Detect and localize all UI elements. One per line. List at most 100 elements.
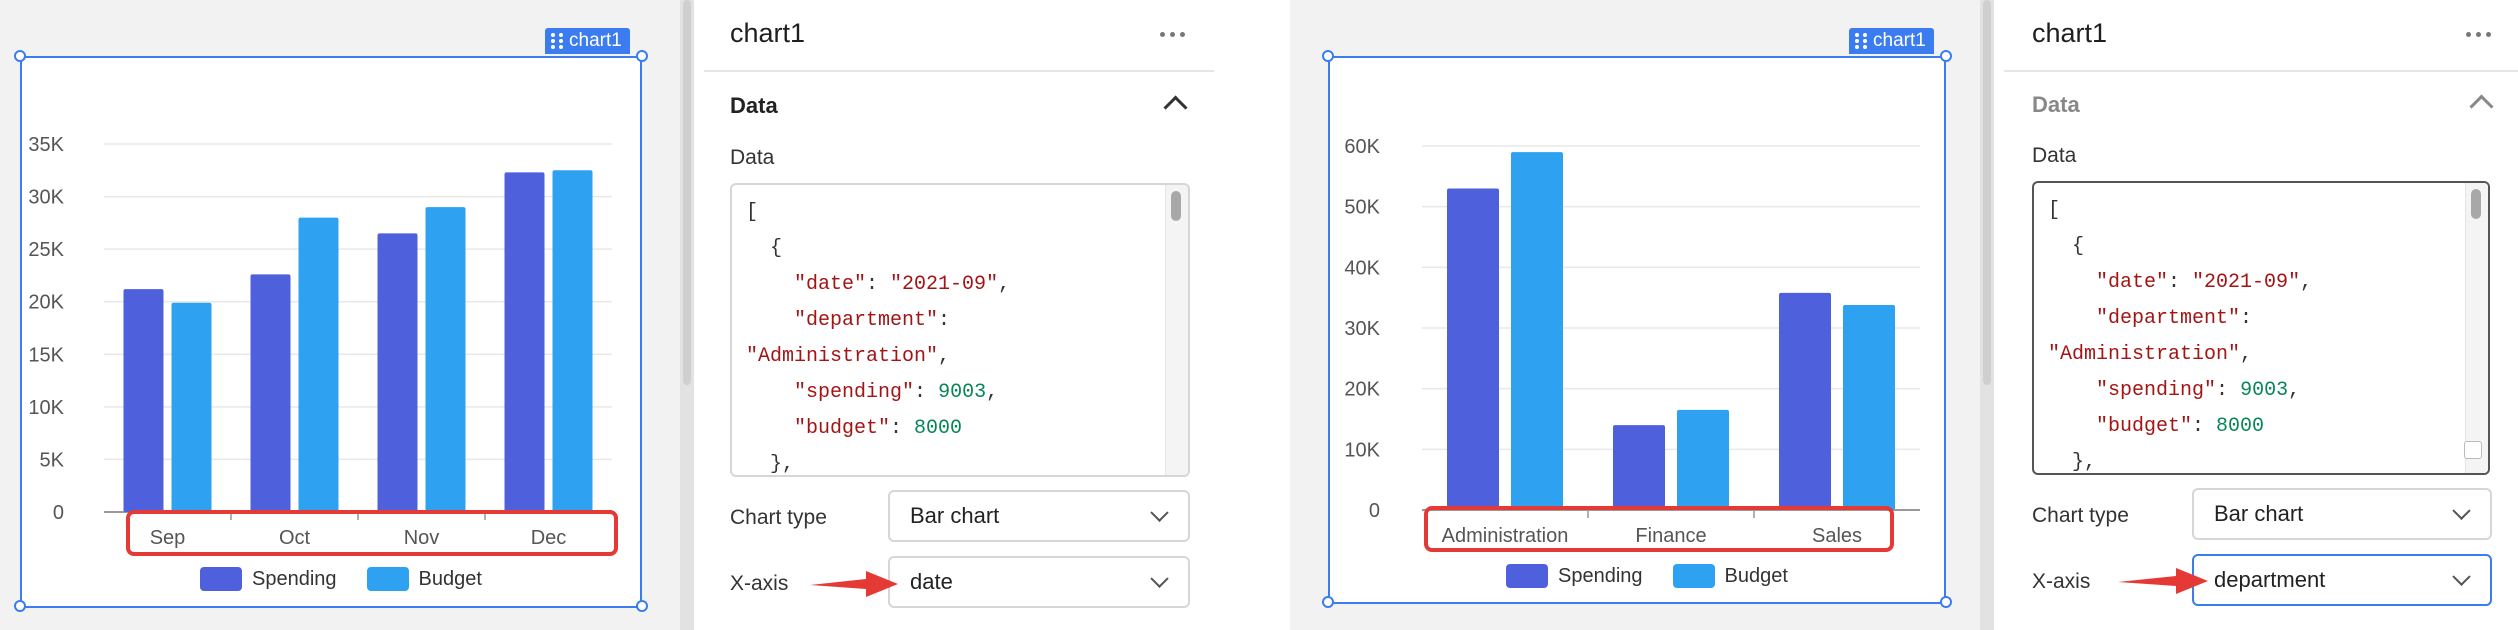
x-tick-label: Dec [531, 527, 567, 549]
section-title-data[interactable]: Data [730, 93, 778, 118]
x-tick-label: Finance [1635, 525, 1706, 547]
chart-type-select[interactable]: Bar chart [2192, 488, 2492, 540]
chevron-down-icon [2452, 501, 2471, 520]
x-axis-highlight-box [1424, 506, 1894, 552]
resize-handle-bottom-left[interactable] [1322, 596, 1334, 608]
x-tick-label: Sep [150, 527, 186, 549]
x-axis-label: X-axis [2032, 570, 2091, 593]
y-tick-label: 25K [28, 239, 64, 261]
drag-handle-icon[interactable] [1855, 33, 1867, 49]
scrollbar-thumb[interactable] [683, 0, 691, 385]
panel-divider [704, 70, 1214, 72]
legend-swatch [1672, 564, 1715, 588]
x-axis-label: X-axis [730, 572, 789, 595]
legend-item-budget[interactable]: Budget [1672, 564, 1788, 588]
y-tick-label: 0 [53, 502, 64, 524]
chart-type-value: Bar chart [910, 503, 1000, 528]
resize-handle-bottom-right[interactable] [1940, 596, 1952, 608]
chart-type-label: Chart type [2032, 504, 2129, 527]
y-tick-label: 20K [1344, 379, 1380, 401]
scrollbar-thumb[interactable] [2471, 189, 2481, 219]
bar-spending-sales[interactable] [1779, 292, 1831, 510]
bar-budget-oct[interactable] [298, 217, 339, 512]
resize-handle-bottom-left[interactable] [14, 600, 26, 612]
drag-handle-icon[interactable] [551, 33, 563, 49]
bar-budget-nov[interactable] [425, 207, 466, 513]
legend-item-spending[interactable]: Spending [1506, 564, 1643, 588]
y-tick-label: 40K [1344, 257, 1380, 279]
legend-item-spending[interactable]: Spending [200, 567, 337, 591]
x-axis-select[interactable]: department [2192, 554, 2492, 606]
y-tick-label: 10K [28, 397, 64, 419]
code-scrollbar[interactable] [2465, 183, 2488, 473]
more-options-icon[interactable] [1160, 32, 1185, 37]
chart-tag-label: chart1 [1873, 30, 1926, 51]
legend-swatch [1506, 564, 1548, 588]
property-panel-2: chart1 Data Data [ { "date": "2021-09", … [1994, 0, 2518, 630]
red-arrow-icon [2118, 568, 2208, 594]
bar-budget-sep[interactable] [171, 302, 212, 512]
legend-item-budget[interactable]: Budget [366, 567, 482, 591]
bar-budget-administration[interactable] [1511, 152, 1563, 511]
chart-component-1[interactable]: 0 5K 10K 15K 20K 25K 30K 35K Sep Oct Nov Dec [20, 56, 642, 608]
x-axis-value: department [2214, 567, 2326, 592]
scrollbar-thumb[interactable] [1171, 191, 1181, 221]
resize-handle-top-right[interactable] [636, 50, 648, 62]
resize-handle-top-left[interactable] [1322, 50, 1334, 62]
canvas-scrollbar-1[interactable] [680, 0, 694, 630]
collapse-chevron-icon[interactable] [1163, 95, 1188, 120]
bar-spending-administration[interactable] [1447, 188, 1499, 510]
data-code-editor[interactable]: [ { "date": "2021-09", "department": "Ad… [730, 183, 1190, 477]
code-scrollbar[interactable] [1165, 185, 1188, 475]
chart-type-label: Chart type [730, 506, 827, 529]
legend-swatch [366, 567, 409, 591]
legend-label: Spending [252, 567, 337, 590]
more-options-icon[interactable] [2466, 32, 2491, 37]
chart-tag-label: chart1 [569, 30, 622, 51]
collapse-chevron-icon[interactable] [2469, 94, 2494, 119]
x-tick-label: Administration [1442, 525, 1569, 547]
bar-chart-1: 0 5K 10K 15K 20K 25K 30K 35K Sep Oct Nov Dec [28, 134, 612, 549]
bar-spending-nov[interactable] [377, 233, 418, 512]
y-tick-label: 0 [1369, 500, 1380, 522]
bar-spending-sep[interactable] [123, 289, 164, 512]
resize-handle-top-left[interactable] [14, 50, 26, 62]
chart-tag-1[interactable]: chart1 [545, 28, 630, 54]
section-title-data[interactable]: Data [2032, 92, 2080, 117]
y-tick-label: 35K [28, 134, 64, 156]
chevron-down-icon [1150, 503, 1169, 522]
x-axis-select[interactable]: date [888, 556, 1190, 608]
y-tick-label: 15K [28, 344, 64, 366]
x-axis-highlight-box [126, 510, 618, 556]
resize-handle-top-right[interactable] [1940, 50, 1952, 62]
y-tick-label: 30K [28, 187, 64, 209]
resize-grip-icon[interactable] [2464, 441, 2482, 459]
canvas-scrollbar-2[interactable] [1980, 0, 1994, 630]
bar-spending-dec[interactable] [504, 172, 545, 512]
legend-label: Budget [418, 567, 482, 590]
red-arrow-icon [810, 571, 898, 597]
data-field-label: Data [2032, 144, 2077, 167]
bar-spending-oct[interactable] [250, 274, 291, 512]
property-panel-1: chart1 Data Data [ { "date": "2021-09", … [694, 0, 1214, 630]
panel-title: chart1 [2032, 18, 2108, 48]
data-code-editor[interactable]: [ { "date": "2021-09", "department": "Ad… [2032, 181, 2490, 475]
x-tick-label: Nov [404, 527, 440, 549]
bar-budget-dec[interactable] [552, 170, 593, 512]
chart-type-select[interactable]: Bar chart [888, 490, 1190, 542]
y-tick-label: 5K [40, 449, 65, 471]
legend-label: Spending [1558, 564, 1643, 587]
chart-type-value: Bar chart [2214, 501, 2304, 526]
bar-chart-2: 0 10K 20K 30K 40K 50K 60K Administration Finance… [1344, 136, 1920, 547]
bar-budget-sales[interactable] [1843, 304, 1895, 510]
x-tick-label: Sales [1812, 525, 1862, 547]
resize-handle-bottom-right[interactable] [636, 600, 648, 612]
scrollbar-thumb[interactable] [1983, 0, 1991, 385]
bar-spending-finance[interactable] [1613, 425, 1665, 510]
y-tick-label: 20K [28, 292, 64, 314]
panel-title: chart1 [730, 18, 806, 48]
bar-budget-finance[interactable] [1677, 409, 1729, 510]
y-tick-label: 60K [1344, 136, 1380, 158]
chart-legend-2: Spending Budget [1506, 564, 1788, 588]
chart-tag-2[interactable]: chart1 [1849, 28, 1934, 54]
